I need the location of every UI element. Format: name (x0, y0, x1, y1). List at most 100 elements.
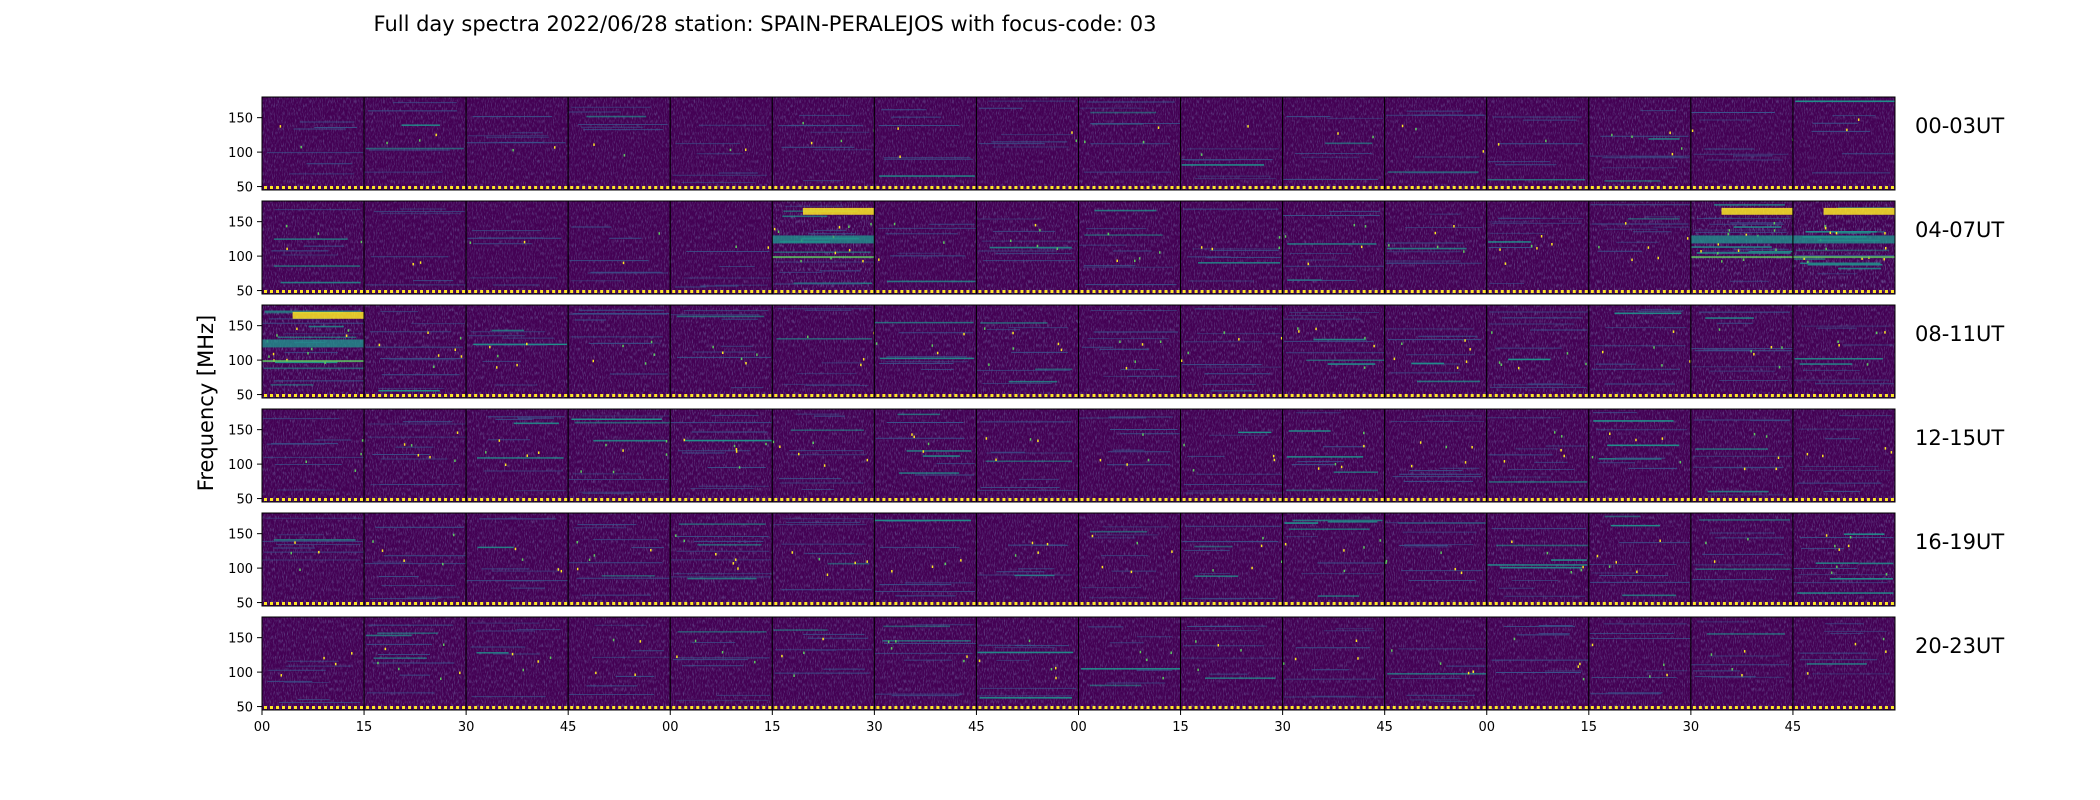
baseline-dot (504, 290, 508, 293)
baseline-dot (1710, 186, 1714, 189)
burst-dot (818, 557, 821, 561)
baseline-dot (1116, 498, 1120, 501)
burst-dot (1272, 454, 1275, 458)
baseline-dot (342, 498, 345, 501)
baseline-dot (1596, 706, 1600, 709)
baseline-dot (402, 186, 406, 189)
baseline-dot (1620, 186, 1624, 189)
baseline-dot (930, 602, 934, 605)
baseline-dot (840, 706, 844, 709)
baseline-dot (366, 602, 370, 605)
baseline-dot (822, 706, 826, 709)
baseline-dot (1800, 602, 1804, 605)
baseline-dot (558, 602, 562, 605)
baseline-dot (1860, 394, 1864, 397)
y-tick-label: 100 (228, 562, 253, 577)
baseline-dot (702, 394, 706, 397)
baseline-dot (1224, 706, 1228, 709)
baseline-dot (1818, 706, 1822, 709)
burst-dot (412, 262, 414, 266)
baseline-dot (738, 290, 742, 293)
baseline-dot (1656, 394, 1660, 397)
burst-dot (800, 259, 802, 263)
baseline-dot (1728, 186, 1732, 189)
baseline-dot (1662, 290, 1666, 293)
burst-dot (676, 655, 678, 658)
panel-noise (1078, 409, 1181, 502)
spectrum-panel (873, 616, 977, 711)
burst-dot (715, 552, 717, 556)
burst-dot (1454, 567, 1456, 571)
baseline-dot (1686, 602, 1690, 605)
baseline-dot (1710, 602, 1714, 605)
baseline-dot (1656, 706, 1660, 709)
baseline-dot (570, 602, 574, 605)
burst-dot (526, 454, 528, 457)
burst-dot (1631, 135, 1633, 138)
y-tick-label: 150 (228, 112, 253, 127)
baseline-dot (720, 290, 724, 293)
baseline-dot (720, 186, 724, 189)
baseline-dot (1596, 186, 1600, 189)
baseline-dot (990, 706, 994, 709)
burst-dot (1463, 250, 1465, 253)
baseline-dot (726, 602, 730, 605)
baseline-dot (1350, 706, 1354, 709)
baseline-dot (1092, 290, 1096, 293)
baseline-dot (564, 394, 568, 397)
baseline-dot (522, 394, 526, 397)
x-tick-label: 15 (356, 720, 373, 735)
baseline-dot (642, 602, 646, 605)
baseline-dot (840, 186, 844, 189)
baseline-dot (1158, 186, 1162, 189)
baseline-dot (1488, 602, 1492, 605)
baseline-dot (780, 290, 784, 293)
baseline-dot (1302, 498, 1306, 501)
baseline-dot (1410, 706, 1414, 709)
baseline-dot (1668, 290, 1672, 293)
baseline-dot (1500, 602, 1504, 605)
baseline-dot (294, 602, 297, 605)
baseline-dot (1674, 394, 1678, 397)
baseline-dot (912, 394, 916, 397)
baseline-dot (384, 706, 388, 709)
baseline-dot (762, 186, 766, 189)
burst-dot (1465, 360, 1468, 363)
baseline-dot (1542, 602, 1546, 605)
baseline-dot (1722, 706, 1726, 709)
baseline-dot (1566, 186, 1570, 189)
burst-dot (735, 447, 738, 451)
baseline-dot (876, 290, 880, 293)
baseline-dot (1416, 186, 1420, 189)
baseline-dot (1302, 186, 1306, 189)
burst-dot (1854, 642, 1857, 646)
baseline-dot (282, 706, 285, 709)
baseline-dot (510, 394, 514, 397)
burst-dot (793, 674, 795, 677)
burst-dot (1846, 128, 1848, 132)
spectrum-panel (1384, 200, 1488, 295)
baseline-dot (1524, 290, 1528, 293)
baseline-dot (1458, 706, 1462, 709)
baseline-dot (1254, 498, 1258, 501)
baseline-dot (834, 706, 838, 709)
baseline-dot (1068, 394, 1072, 397)
baseline-dot (1146, 186, 1150, 189)
baseline-dot (1188, 186, 1192, 189)
baseline-dot (936, 186, 940, 189)
baseline-dot (486, 602, 490, 605)
baseline-dot (1812, 186, 1816, 189)
baseline-dot (1086, 498, 1090, 501)
burst-dot (1741, 673, 1743, 677)
baseline-dot (1572, 290, 1576, 293)
burst-dot (1691, 129, 1694, 132)
burst-dot (1280, 560, 1283, 564)
baseline-dot (858, 498, 862, 501)
baseline-dot (1248, 498, 1252, 501)
baseline-dot (1782, 498, 1786, 501)
baseline-dot (1506, 602, 1510, 605)
burst-dot (1469, 348, 1471, 351)
baseline-dot (1350, 602, 1354, 605)
baseline-dot (888, 394, 892, 397)
baseline-dot (942, 394, 946, 397)
